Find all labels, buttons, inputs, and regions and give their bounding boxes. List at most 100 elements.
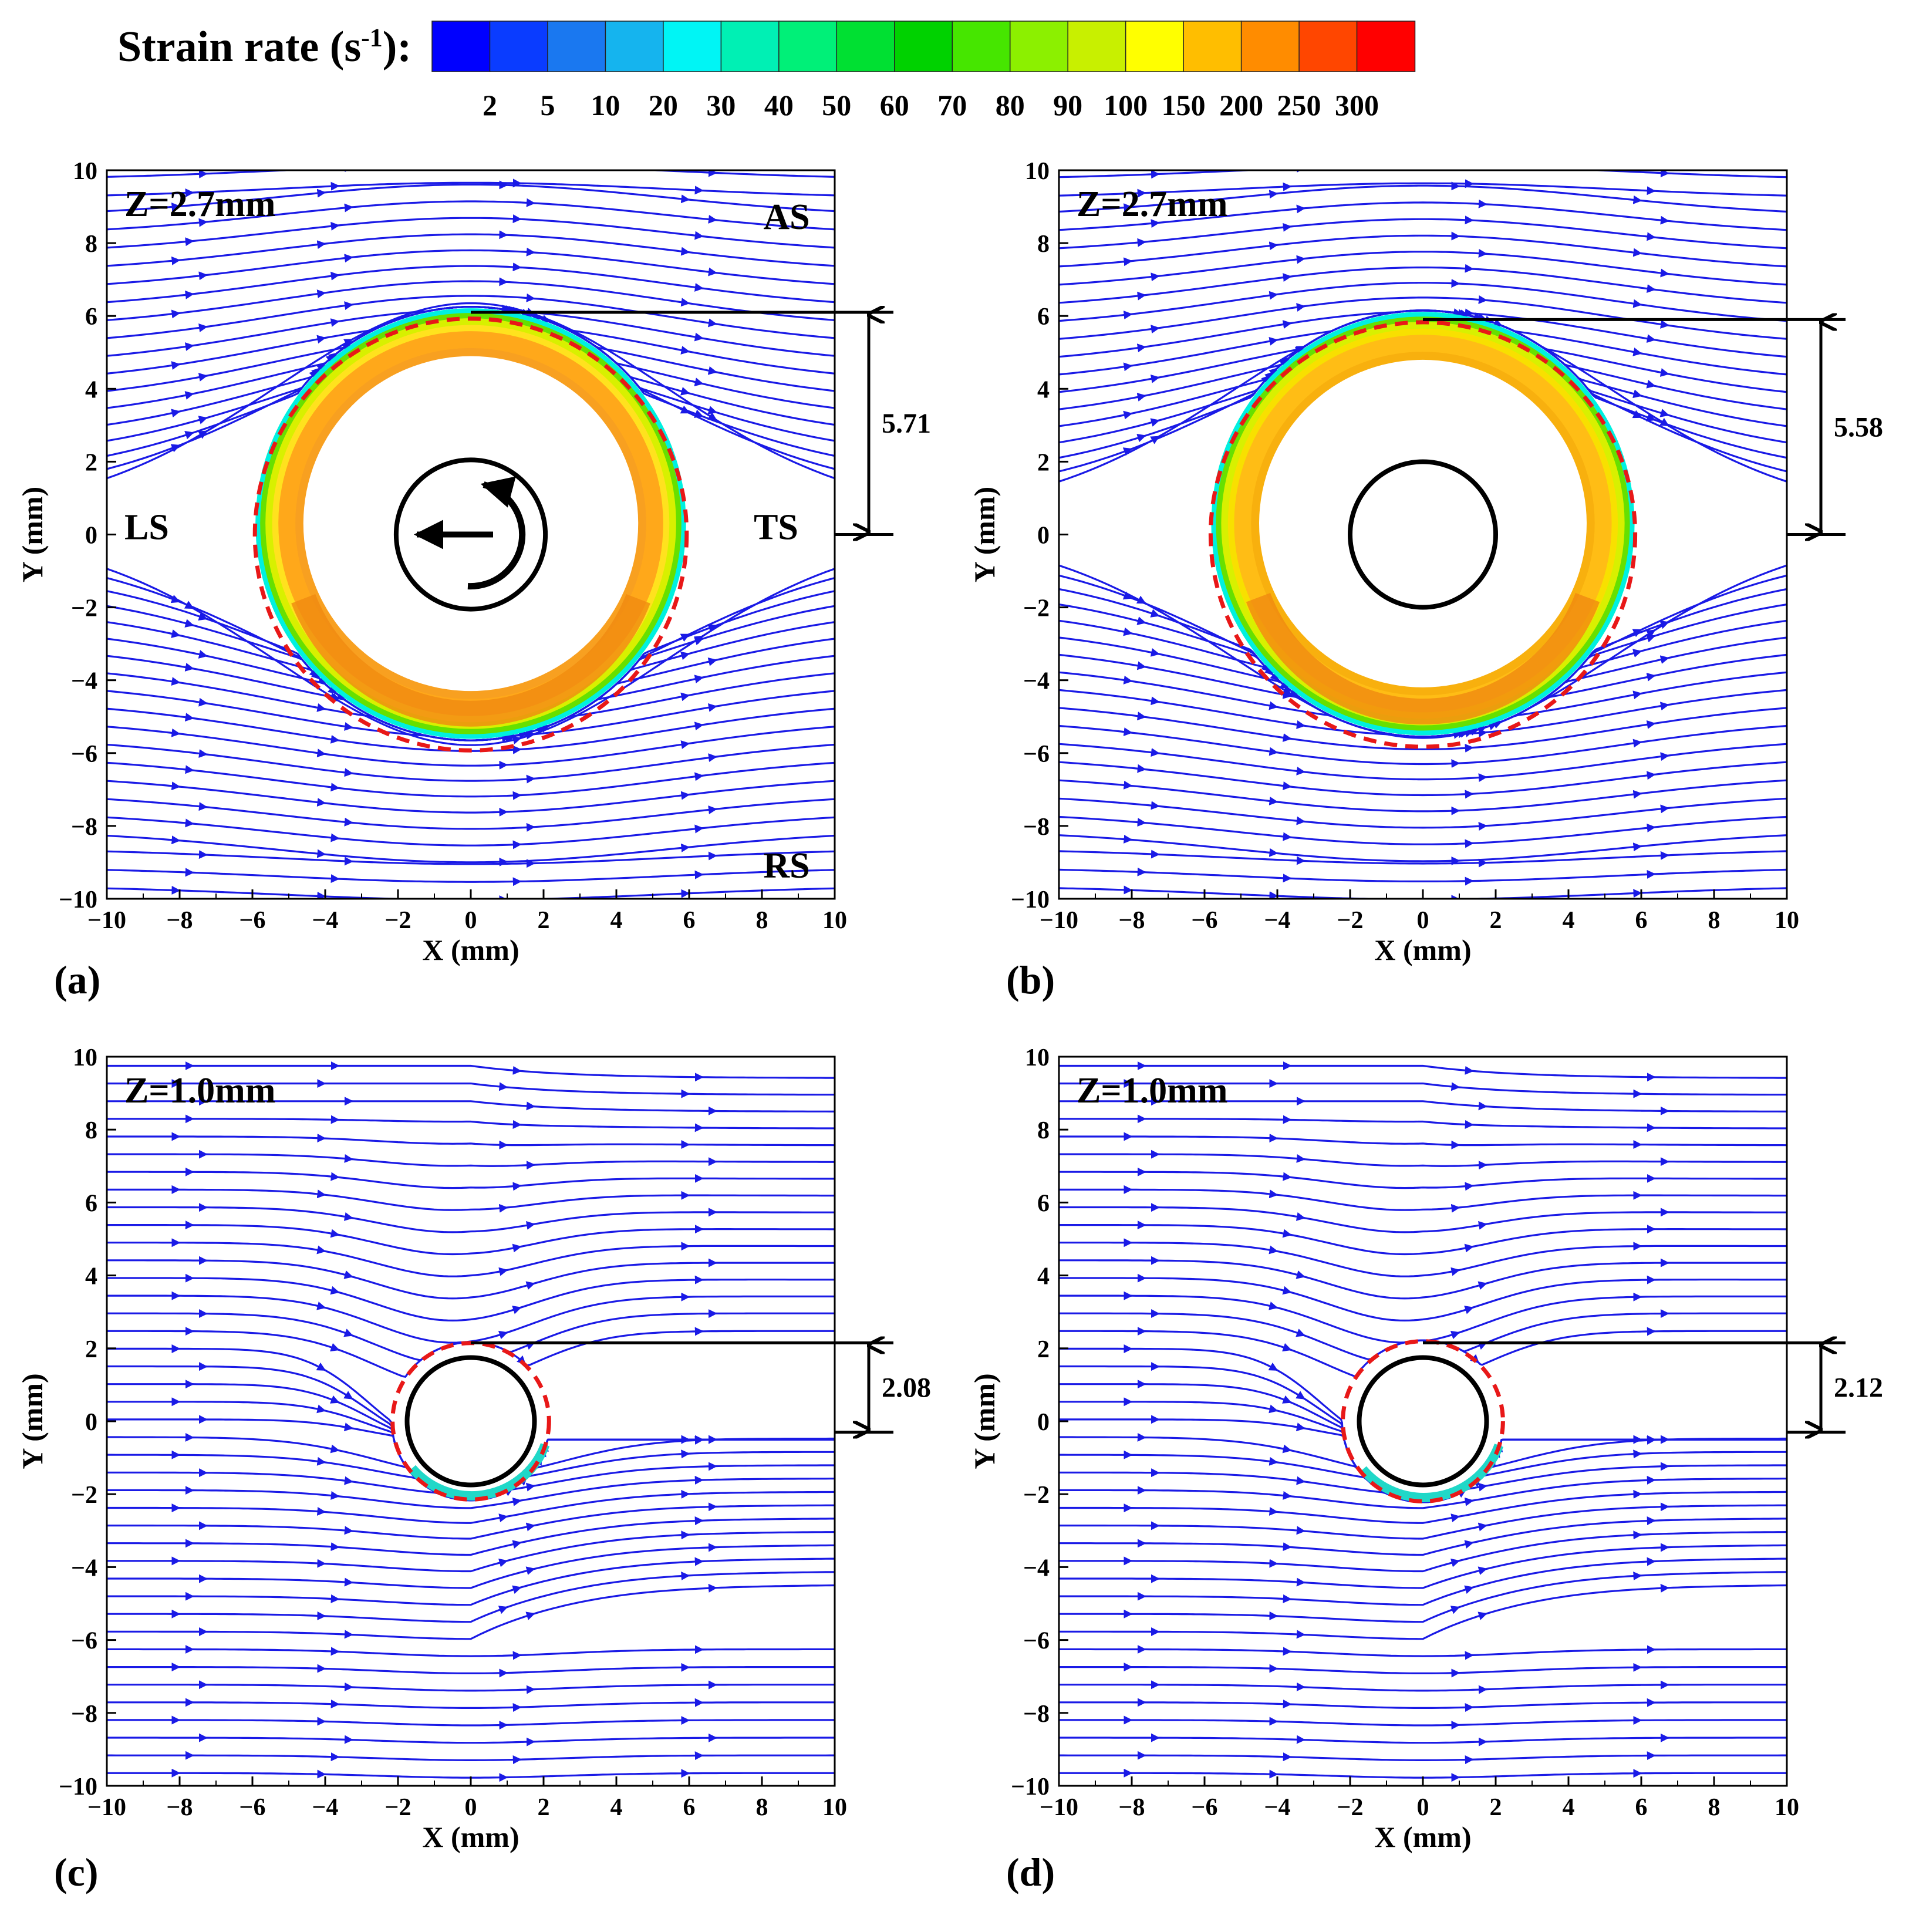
streamline (107, 265, 835, 304)
streamline (107, 1135, 835, 1147)
strain-band (295, 348, 646, 699)
streamline-arrow (707, 406, 717, 414)
streamline-arrow (1296, 720, 1305, 729)
streamline-arrow (344, 203, 353, 213)
streamline-arrow (707, 623, 717, 633)
streamline-arrow (694, 675, 704, 684)
streamline-arrow (1296, 1476, 1305, 1485)
y-tick-label: −2 (71, 1482, 97, 1509)
streamline-arrow (707, 657, 717, 666)
streamline-arrow (1268, 1362, 1278, 1371)
streamline-arrow (498, 1330, 508, 1340)
colorbar-tick-label: 150 (1162, 89, 1206, 122)
streamline-arrow (525, 1281, 535, 1290)
colorbar-tick-label: 50 (822, 89, 851, 122)
y-tick-label: 2 (1037, 1336, 1050, 1363)
streamline-arrow (1123, 311, 1133, 319)
streamline (1059, 574, 1787, 738)
streamline (107, 1188, 835, 1211)
y-tick-label: −4 (71, 668, 97, 695)
streamline-arrow (1281, 1395, 1292, 1404)
dimension-value: 5.71 (882, 408, 931, 439)
x-tick-label: 6 (1635, 907, 1648, 934)
streamline (107, 816, 835, 847)
streamline (107, 869, 835, 883)
x-tick-label: 4 (610, 907, 623, 934)
streamline-arrow (1632, 248, 1642, 257)
x-tick-label: −2 (385, 907, 411, 934)
streamline (107, 1312, 835, 1361)
streamline (1059, 267, 1787, 304)
y-axis-label: Y (mm) (968, 487, 1001, 582)
colorbar-swatch (1356, 21, 1416, 72)
colorbar-swatch (952, 21, 1011, 72)
y-tick-label: 0 (1037, 1409, 1050, 1436)
region-label-ls: LS (124, 508, 169, 548)
streamline-arrow (512, 1243, 522, 1253)
y-tick-label: 10 (1025, 1044, 1050, 1071)
streamline (107, 1518, 835, 1556)
panel-label: (b) (1006, 957, 1055, 1002)
y-tick-label: −2 (1023, 595, 1050, 622)
y-tick-label: 8 (1037, 231, 1050, 258)
y-tick-label: −10 (59, 886, 97, 913)
streamline-arrow (329, 693, 340, 702)
streamline (107, 576, 835, 741)
streamline-arrow (1296, 1329, 1305, 1337)
tool-core (303, 356, 639, 692)
y-axis-label: Y (mm) (16, 487, 49, 582)
streamline-arrow (1478, 821, 1487, 831)
colorbar-tick-label: 10 (591, 89, 620, 122)
streamline-arrow (1647, 823, 1656, 832)
streamline (107, 183, 835, 213)
x-tick-label: −6 (1192, 907, 1218, 934)
streamline-arrow (680, 692, 690, 702)
streamline (1059, 1083, 1787, 1096)
streamline-arrow (1151, 272, 1160, 282)
streamline (107, 1719, 835, 1727)
streamline-arrow (1150, 418, 1160, 427)
streamline-arrow (184, 391, 194, 400)
streamline (107, 181, 835, 197)
streamline-arrow (512, 1306, 522, 1314)
streamline (1059, 282, 1787, 322)
streamline-arrow (1450, 1606, 1460, 1614)
colorbar-tick-label: 40 (764, 89, 794, 122)
tool-pin-circle (1357, 1355, 1489, 1488)
streamline (107, 887, 835, 899)
streamline-arrow (343, 1212, 353, 1221)
streamline-arrow (1296, 1270, 1305, 1279)
streamline-arrow (708, 805, 717, 814)
panel-d: −10 −8 −6 −4 −2 0 2 4 6 8 10 −10 −8 −6 −4 −2 0 2 4 6 8 10 X (m… (968, 1044, 1883, 1894)
y-tick-label: 4 (1037, 1263, 1050, 1290)
panel-label: (d) (1006, 1850, 1055, 1894)
streamline-arrow (1136, 712, 1146, 721)
colorbar-swatch (1298, 21, 1358, 72)
streamline (1059, 1064, 1787, 1079)
streamline-arrow (512, 1585, 522, 1594)
streamline-arrow (184, 663, 194, 672)
streamline-arrow (1647, 771, 1656, 780)
streamline (107, 1118, 835, 1129)
streamline-arrow (344, 1526, 353, 1535)
x-tick-label: −8 (167, 907, 193, 934)
streamline (107, 217, 835, 249)
colorbar-tick-label: 2 (483, 89, 497, 122)
x-tick-label: 10 (1775, 1794, 1799, 1821)
y-tick-label: −10 (1011, 1773, 1050, 1800)
streamline-arrow (1632, 299, 1642, 308)
streamline-arrow (1269, 848, 1278, 857)
streamline-arrow (512, 262, 522, 272)
colorbar-tick-label: 80 (996, 89, 1025, 122)
colorbar-swatch (605, 21, 664, 72)
y-tick-label: −6 (1023, 1628, 1050, 1655)
x-tick-label: 4 (1563, 907, 1575, 934)
colorbar-swatch (547, 21, 606, 72)
streamline-arrow (341, 342, 352, 352)
x-tick-label: −8 (1119, 907, 1145, 934)
y-tick-label: −6 (1023, 741, 1050, 768)
streamline-arrow (1269, 1245, 1278, 1255)
streamline (1059, 1737, 1787, 1744)
streamline-arrow (526, 293, 535, 302)
streamline-arrow (1123, 627, 1133, 636)
